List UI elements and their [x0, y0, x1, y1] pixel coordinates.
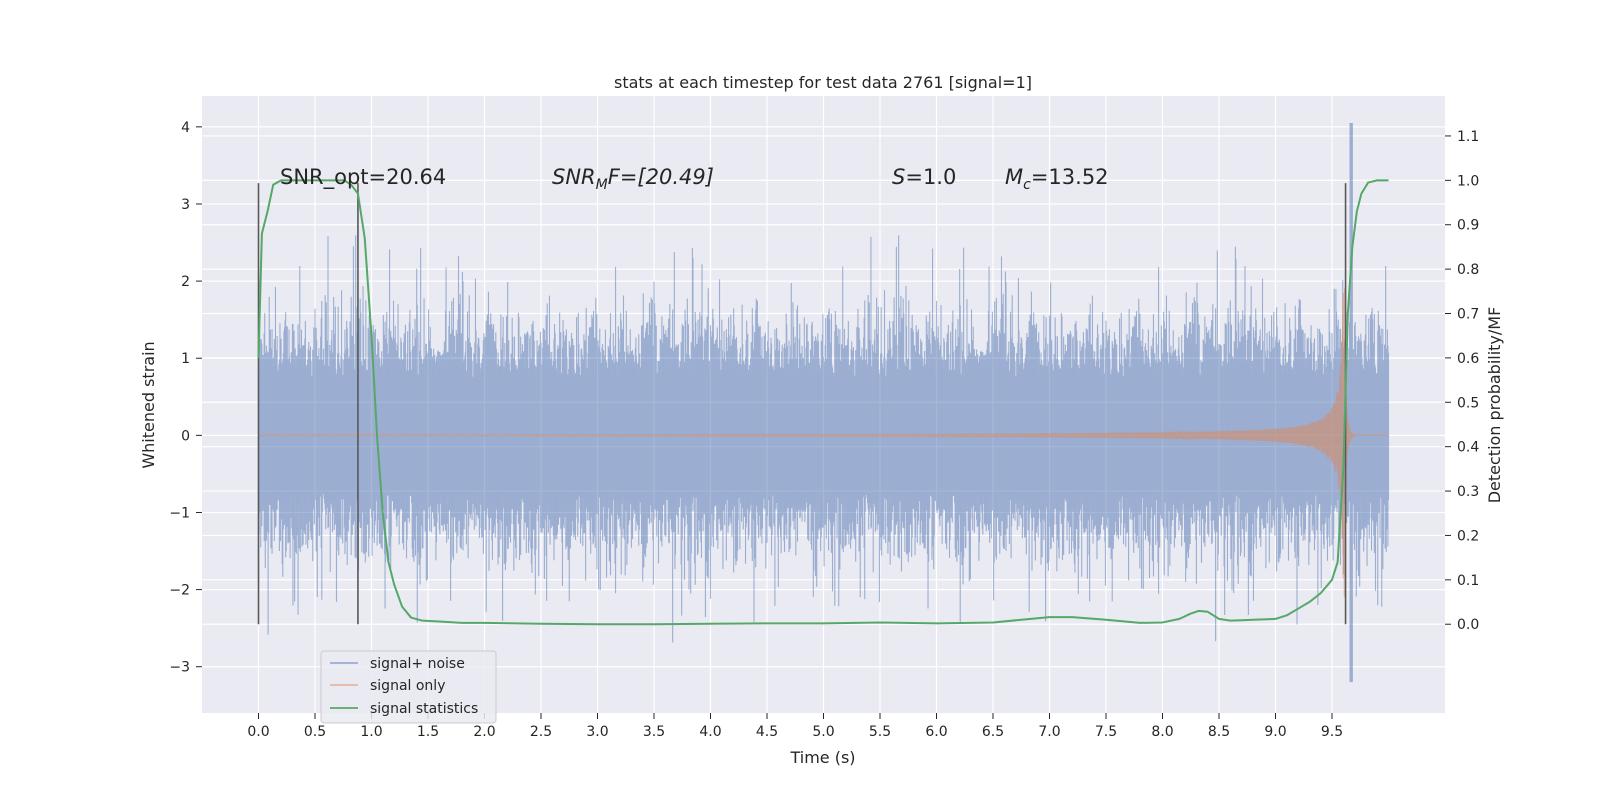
y-left-tick-label-7: −3	[169, 660, 190, 676]
mc-label: M	[1005, 165, 1023, 189]
y-right-tick-label-10: 0.1	[1457, 573, 1479, 589]
annotation-mc: Mc=13.52	[1005, 165, 1109, 193]
legend-label-signal: signal only	[370, 678, 445, 694]
s-label: S	[892, 165, 905, 189]
x-tick-label-14: 7.0	[1038, 724, 1060, 740]
x-tick-label-11: 5.5	[869, 724, 891, 740]
x-tick-label-8: 4.0	[699, 724, 721, 740]
y-right-tick-label-1: 1.0	[1457, 173, 1479, 189]
y-right-tick-label-11: 0.0	[1457, 617, 1479, 633]
legend-label-stat: signal statistics	[370, 701, 478, 717]
annotation-snr-mf: SNRMF=[20.49]	[552, 165, 714, 193]
y-left-tick-label-4: 0	[181, 428, 190, 444]
s-value: =1.0	[905, 165, 956, 189]
x-tick-label-9: 4.5	[756, 724, 778, 740]
x-tick-label-10: 5.0	[812, 724, 834, 740]
y-left-tick-label-5: −1	[169, 505, 190, 521]
y-right-tick-label-8: 0.3	[1457, 484, 1479, 500]
x-tick-label-3: 1.5	[417, 724, 439, 740]
signal-trace	[258, 288, 1389, 597]
x-tick-label-0: 0.0	[247, 724, 269, 740]
x-tick-label-18: 9.0	[1264, 724, 1286, 740]
x-tick-label-16: 8.0	[1151, 724, 1173, 740]
y-right-axis-label: Detection probability/MF	[1485, 307, 1504, 504]
y-left-tick-label-6: −2	[169, 583, 190, 599]
y-right-tick-label-0: 1.1	[1457, 129, 1479, 145]
stat-trace	[257, 179, 1389, 626]
y-right-tick-label-6: 0.5	[1457, 395, 1479, 411]
y-right-tick-label-4: 0.7	[1457, 307, 1479, 323]
x-tick-label-13: 6.5	[982, 724, 1004, 740]
y-right-axis-ticks: 1.1 1.0 0.9 0.8 0.7 0.6 0.5 0.4 0.3 0.2 0.1 0.0	[1445, 129, 1479, 633]
x-axis-label: Time (s)	[789, 748, 855, 767]
y-right-tick-label-7: 0.4	[1457, 440, 1479, 456]
y-left-axis-label: Whitened strain	[139, 341, 158, 468]
legend-label-noise: signal+ noise	[370, 656, 465, 672]
x-tick-label-4: 2.0	[473, 724, 495, 740]
y-left-tick-label-0: 4	[181, 120, 190, 136]
snr-mf-rest: F=[20.49]	[608, 165, 714, 189]
y-left-tick-label-1: 3	[181, 197, 190, 213]
snr-mf-sub: M	[596, 177, 608, 193]
y-right-tick-label-5: 0.6	[1457, 351, 1479, 367]
x-tick-label-7: 3.5	[643, 724, 665, 740]
x-tick-label-19: 9.5	[1321, 724, 1343, 740]
y-left-axis-ticks: 4 3 2 1 0 −1 −2 −3	[169, 120, 202, 676]
annotation-s: S=1.0	[892, 165, 956, 189]
x-tick-label-15: 7.5	[1095, 724, 1117, 740]
mc-sub: c	[1023, 177, 1031, 193]
snr-mf-base: SNR	[552, 165, 596, 189]
x-tick-label-12: 6.0	[925, 724, 947, 740]
legend: signal+ noise signal only signal statist…	[320, 650, 497, 724]
y-right-tick-label-9: 0.2	[1457, 528, 1479, 544]
x-tick-label-17: 8.5	[1208, 724, 1230, 740]
annotation-snr-opt: SNR_opt=20.64	[280, 165, 446, 190]
signal-statistics-series	[257, 179, 1389, 626]
chart-title: stats at each timestep for test data 276…	[614, 73, 1032, 92]
mc-value: =13.52	[1031, 165, 1109, 189]
x-tick-label-5: 2.5	[530, 724, 552, 740]
x-axis-ticks: 0.0 0.5 1.0 1.5 2.0 2.5 3.0 3.5 4.0 4.5 5.0 5.5 6.0 6…	[247, 713, 1343, 740]
y-right-tick-label-3: 0.8	[1457, 262, 1479, 278]
x-tick-label-6: 3.0	[586, 724, 608, 740]
y-left-tick-label-3: 1	[181, 351, 190, 367]
x-tick-label-2: 1.0	[360, 724, 382, 740]
y-left-tick-label-2: 2	[181, 274, 190, 290]
x-tick-label-1: 0.5	[304, 724, 326, 740]
y-right-tick-label-2: 0.9	[1457, 218, 1479, 234]
legend-box	[320, 650, 497, 724]
signal-only-series	[258, 288, 1389, 597]
